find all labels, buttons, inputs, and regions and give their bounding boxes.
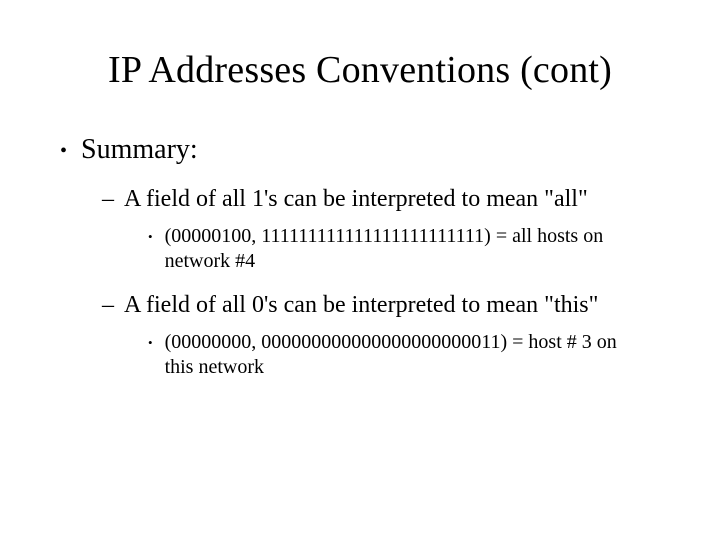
bullet-marker: –	[102, 290, 114, 320]
bullet-level3: • (00000000, 000000000000000000000011) =…	[148, 330, 660, 380]
bullet-marker: •	[148, 335, 153, 351]
bullet-marker: –	[102, 184, 114, 214]
bullet-level2: – A field of all 0's can be interpreted …	[102, 290, 660, 320]
bullet-text: (00000100, 111111111111111111111111) = a…	[165, 224, 630, 274]
bullet-marker: •	[148, 229, 153, 245]
bullet-text: A field of all 1's can be interpreted to…	[124, 184, 660, 214]
bullet-level3: • (00000100, 111111111111111111111111) =…	[148, 224, 660, 274]
bullet-text: (00000000, 000000000000000000000011) = h…	[165, 330, 630, 380]
slide-container: IP Addresses Conventions (cont) • Summar…	[0, 0, 720, 540]
bullet-text: A field of all 0's can be interpreted to…	[124, 290, 660, 320]
slide-title: IP Addresses Conventions (cont)	[60, 48, 660, 92]
bullet-level2: – A field of all 1's can be interpreted …	[102, 184, 660, 214]
bullet-level1: • Summary:	[60, 134, 660, 166]
bullet-marker: •	[60, 140, 67, 163]
bullet-text: Summary:	[81, 134, 660, 166]
